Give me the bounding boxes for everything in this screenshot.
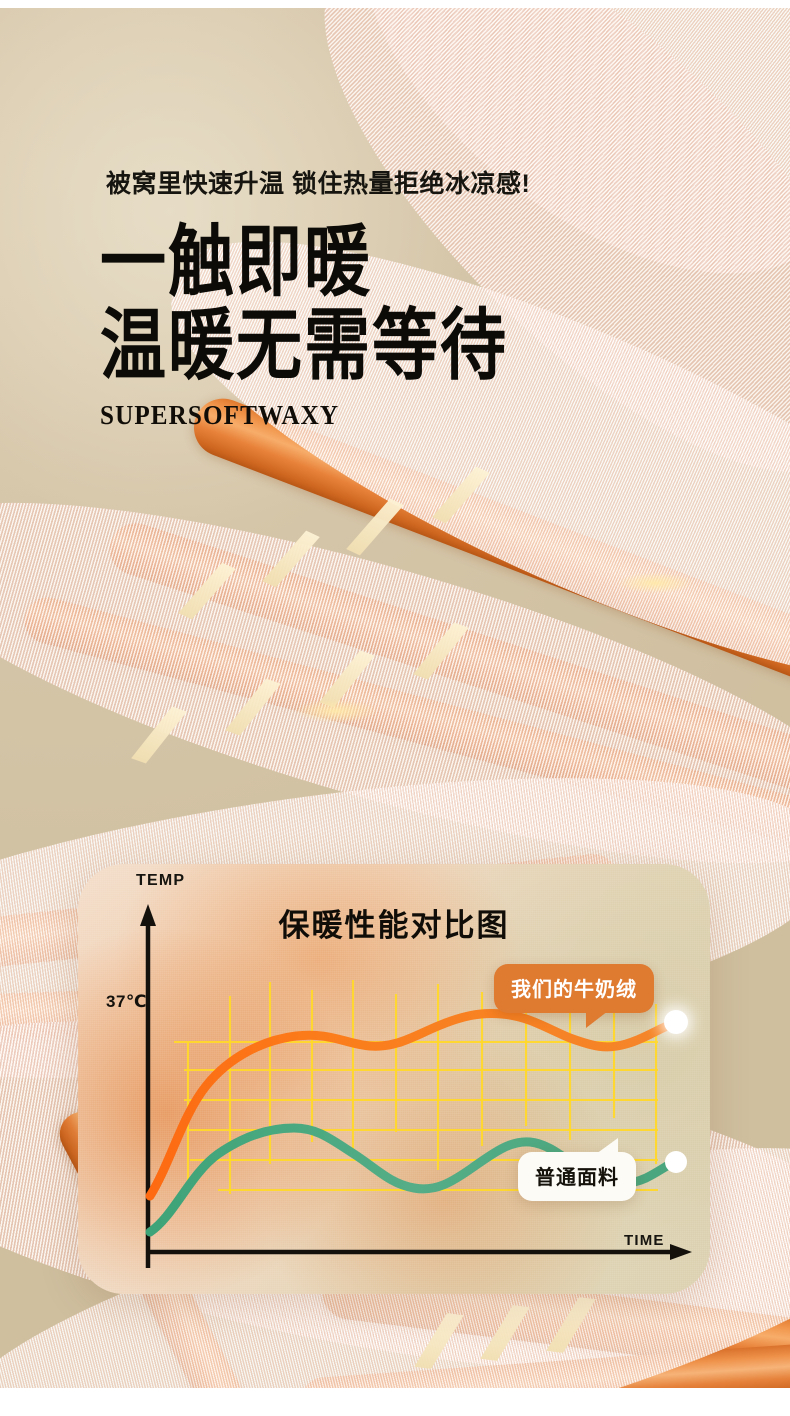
chart-axes [140, 904, 692, 1268]
hero-headline-line2: 温暖无需等待 [100, 301, 508, 390]
yarn-dash-1 [178, 562, 236, 620]
yarn-dash-5 [131, 706, 187, 764]
yarn-tube-orange-7 [299, 1337, 790, 1388]
thermal-chart-card: 保暖性能对比图 TEMP 37℃ TIME [78, 864, 710, 1294]
yarn-dash-10 [480, 1305, 530, 1361]
yarn-dash-7 [319, 650, 375, 708]
yarn-dash-3 [346, 498, 404, 556]
callout-ordinary-fabric[interactable]: 普通面料 [518, 1138, 636, 1201]
yarn-tube-orange-2 [103, 516, 790, 832]
yarn-dash-11 [546, 1297, 596, 1353]
hero-headline: 一触即暖 温暖无需等待 [100, 217, 508, 390]
endpoint-dot-milk-velvet [664, 1010, 688, 1034]
yarn-ribbon-pale-4 [0, 434, 790, 932]
yarn-dash-8 [413, 622, 469, 680]
callout-milk-velvet[interactable]: 我们的牛奶绒 [494, 964, 654, 1028]
chart-plot [140, 904, 692, 1268]
yarn-dash-6 [225, 678, 281, 736]
brand-wordmark: SUPERSOFTWAXY [100, 400, 340, 430]
hero-canvas: 被窝里快速升温 锁住热量拒绝冰凉感! 一触即暖 温暖无需等待 SUPERSOFT… [0, 8, 790, 1388]
yarn-dash-2 [262, 530, 320, 588]
hero-headline-line1: 一触即暖 [100, 217, 372, 305]
yarn-tube-orange-1 [185, 390, 790, 724]
yarn-dash-9 [414, 1313, 464, 1369]
yarn-highlight-1 [276, 694, 396, 728]
endpoint-dot-ordinary-fabric [665, 1151, 687, 1173]
yarn-highlight-2 [600, 568, 710, 598]
hero-kicker: 被窝里快速升温 锁住热量拒绝冰凉感! [106, 170, 531, 198]
yarn-tube-orange-3 [19, 592, 790, 870]
yarn-dash-4 [432, 466, 490, 524]
